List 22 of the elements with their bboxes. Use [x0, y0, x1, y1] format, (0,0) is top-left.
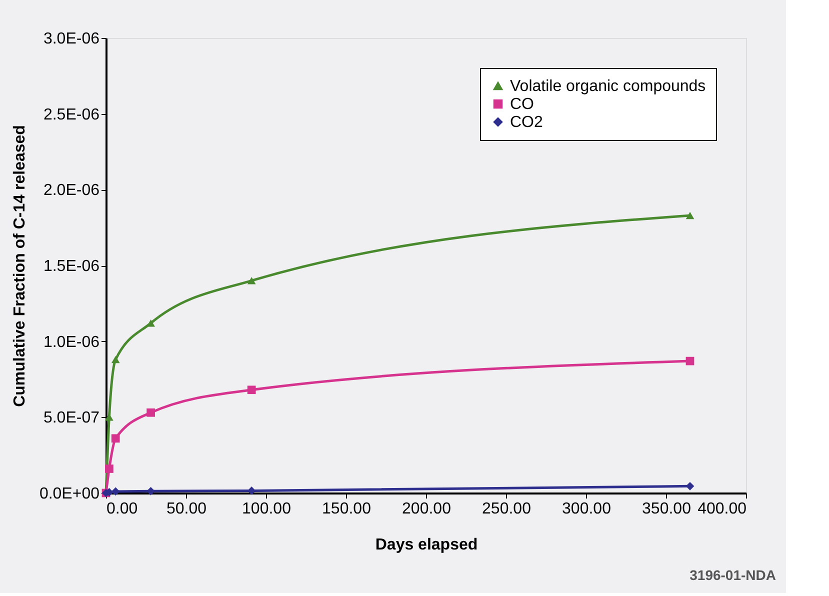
y-tick-label: 0.0E+00: [39, 486, 100, 502]
y-tick-label: 2.5E-06: [43, 106, 100, 124]
x-tick-label: 250.00: [482, 500, 532, 518]
y-axis-title: Cumulative Fraction of C-14 released: [11, 125, 28, 407]
y-tick-label: 3.0E-06: [43, 30, 100, 48]
x-tick-label: 0.00: [106, 500, 138, 518]
legend-label: Volatile organic compounds: [510, 78, 706, 95]
x-tick-label: 50.00: [166, 500, 207, 518]
x-tick-label: 400.00: [698, 500, 747, 518]
y-tick-label: 1.5E-06: [43, 258, 100, 275]
x-tick-label: 100.00: [242, 500, 292, 518]
y-tick-label: 5.0E-07: [43, 410, 100, 427]
text: 3196-01-NDA: [690, 567, 776, 583]
y-tick-label: 2.0E-06: [43, 182, 100, 200]
x-tick-label: 150.00: [322, 500, 372, 518]
legend-label: CO: [510, 96, 534, 113]
x-tick-label: 300.00: [562, 500, 612, 518]
x-tick-label: 200.00: [402, 500, 452, 518]
legend-label: CO2: [510, 114, 543, 131]
y-tick-label: 1.0E-06: [43, 334, 100, 351]
x-tick-label: 350.00: [642, 500, 692, 518]
x-axis-title: Days elapsed: [375, 536, 478, 554]
